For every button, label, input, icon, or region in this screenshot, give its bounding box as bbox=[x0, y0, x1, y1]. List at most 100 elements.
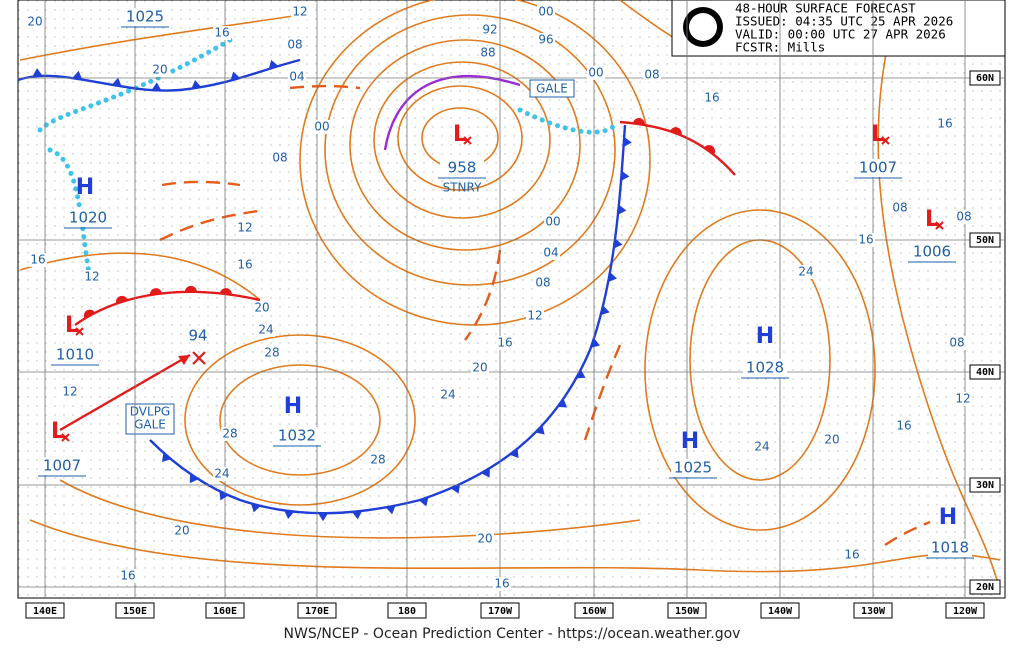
isobar-label: 16 bbox=[214, 26, 229, 40]
lon-label-box bbox=[480, 602, 520, 619]
isobar-label: 00 bbox=[545, 215, 560, 229]
forecast-pressure: 94 bbox=[188, 327, 207, 345]
warm-front-semicircle bbox=[632, 118, 645, 125]
lon-label-box bbox=[25, 602, 65, 619]
isobar-label: 12 bbox=[84, 270, 99, 284]
isobar-label: 16 bbox=[844, 548, 859, 562]
isobar-label-bg bbox=[481, 23, 499, 37]
isobar-label-bg bbox=[476, 532, 494, 546]
isobar-label-bg bbox=[587, 66, 605, 80]
low-symbol: L bbox=[453, 122, 467, 147]
isobar-label-bg bbox=[823, 433, 841, 447]
isobar-label: 00 bbox=[314, 120, 329, 134]
isobar-label: 08 bbox=[535, 276, 550, 290]
isobar-label: 16 bbox=[120, 569, 135, 583]
warm-front-semicircle bbox=[184, 285, 197, 292]
cold-front-triangle bbox=[617, 204, 627, 215]
central-pressure: 1010 bbox=[56, 346, 94, 364]
lon-label: 170W bbox=[488, 606, 513, 617]
isobar-label-bg bbox=[263, 346, 281, 360]
isobar-label: 12 bbox=[292, 5, 307, 19]
isobar-label: 28 bbox=[370, 453, 385, 467]
warm-front-semicircle bbox=[150, 288, 162, 295]
header-issued: ISSUED: 04:35 UTC 25 APR 2026 bbox=[735, 14, 953, 29]
isobar-label-bg bbox=[83, 270, 101, 284]
lat-label-box bbox=[969, 70, 1001, 86]
lon-label-box bbox=[205, 602, 245, 619]
lon-label: 150W bbox=[675, 606, 700, 617]
noaa-logo-inner bbox=[689, 13, 717, 41]
isobar-label: 12 bbox=[527, 309, 542, 323]
lat-label-box bbox=[969, 232, 1001, 248]
lon-label: 160E bbox=[213, 606, 237, 617]
isobar-label-bg bbox=[119, 569, 137, 583]
pressure-bg bbox=[743, 359, 787, 377]
cold-front-triangle bbox=[250, 503, 261, 513]
isobar-label: 88 bbox=[480, 46, 495, 60]
isobar-label: 24 bbox=[798, 265, 813, 279]
warm-front bbox=[74, 290, 261, 326]
cold-front-triangle bbox=[600, 305, 610, 316]
header-box bbox=[671, 0, 1006, 57]
lon-label-box bbox=[387, 602, 427, 619]
lat-label-box bbox=[969, 579, 1001, 595]
isobar-label: 08 bbox=[644, 68, 659, 82]
isobar-label-bg bbox=[29, 253, 47, 267]
gale-label: GALE bbox=[536, 82, 568, 96]
cold-front bbox=[17, 58, 301, 92]
isobar-label-bg bbox=[955, 210, 973, 224]
high-symbol: H bbox=[284, 394, 302, 419]
low-symbol: L bbox=[51, 419, 65, 444]
isobar-label-bg bbox=[643, 68, 661, 82]
central-pressure: 1032 bbox=[278, 427, 316, 445]
cold-front-triangle bbox=[161, 452, 171, 463]
cold-front-triangle bbox=[535, 425, 545, 435]
warm-front-semicircle bbox=[83, 309, 96, 319]
isobar-label: 16 bbox=[494, 577, 509, 591]
map-frame bbox=[17, 0, 1006, 599]
isobar-label: 28 bbox=[264, 346, 279, 360]
lon-label-box bbox=[667, 602, 707, 619]
central-pressure: 1018 bbox=[931, 539, 969, 557]
lon-label-box bbox=[760, 602, 800, 619]
isobar-label-bg bbox=[288, 70, 306, 84]
low-x bbox=[61, 433, 70, 442]
isobar-label-bg bbox=[496, 336, 514, 350]
isobar-label: 00 bbox=[538, 5, 553, 19]
cold-front-triangle bbox=[318, 513, 329, 522]
lon-label: 150E bbox=[123, 606, 147, 617]
lat-label-box bbox=[969, 477, 1001, 493]
isobar-label: 00 bbox=[588, 66, 603, 80]
pressure-bg bbox=[53, 346, 97, 364]
high-symbol: H bbox=[681, 429, 699, 454]
isobar-label-bg bbox=[291, 5, 309, 19]
lon-label: 160W bbox=[582, 606, 607, 617]
pressure-bg bbox=[856, 159, 900, 177]
dvlpg-gale-box bbox=[125, 403, 175, 435]
lat-label: 20N bbox=[976, 582, 994, 593]
isobar-label-bg bbox=[151, 63, 169, 77]
lon-label: 130W bbox=[861, 606, 886, 617]
isobar-label: 08 bbox=[949, 336, 964, 350]
central-pressure: 1007 bbox=[43, 457, 81, 475]
cold-front-triangle bbox=[621, 170, 630, 181]
trough-dotted bbox=[37, 37, 618, 283]
isobar-label: 16 bbox=[704, 91, 719, 105]
low-x bbox=[935, 221, 944, 230]
pressure-bg bbox=[275, 427, 319, 445]
isobar-label: 16 bbox=[896, 419, 911, 433]
isobar-label-bg bbox=[954, 392, 972, 406]
low-x bbox=[881, 136, 890, 145]
cold-front-triangle bbox=[151, 82, 162, 91]
isobar-label-bg bbox=[253, 301, 271, 315]
isobar-label: 20 bbox=[27, 15, 42, 29]
isobar-label: 08 bbox=[892, 201, 907, 215]
isobar-label: 08 bbox=[272, 151, 287, 165]
pressure-bg bbox=[671, 459, 715, 477]
pressure-bg bbox=[66, 209, 110, 227]
low-x bbox=[75, 327, 84, 336]
isobar-label-bg bbox=[797, 265, 815, 279]
isobar-label-bg bbox=[542, 246, 560, 260]
isobar-label-bg bbox=[493, 577, 511, 591]
